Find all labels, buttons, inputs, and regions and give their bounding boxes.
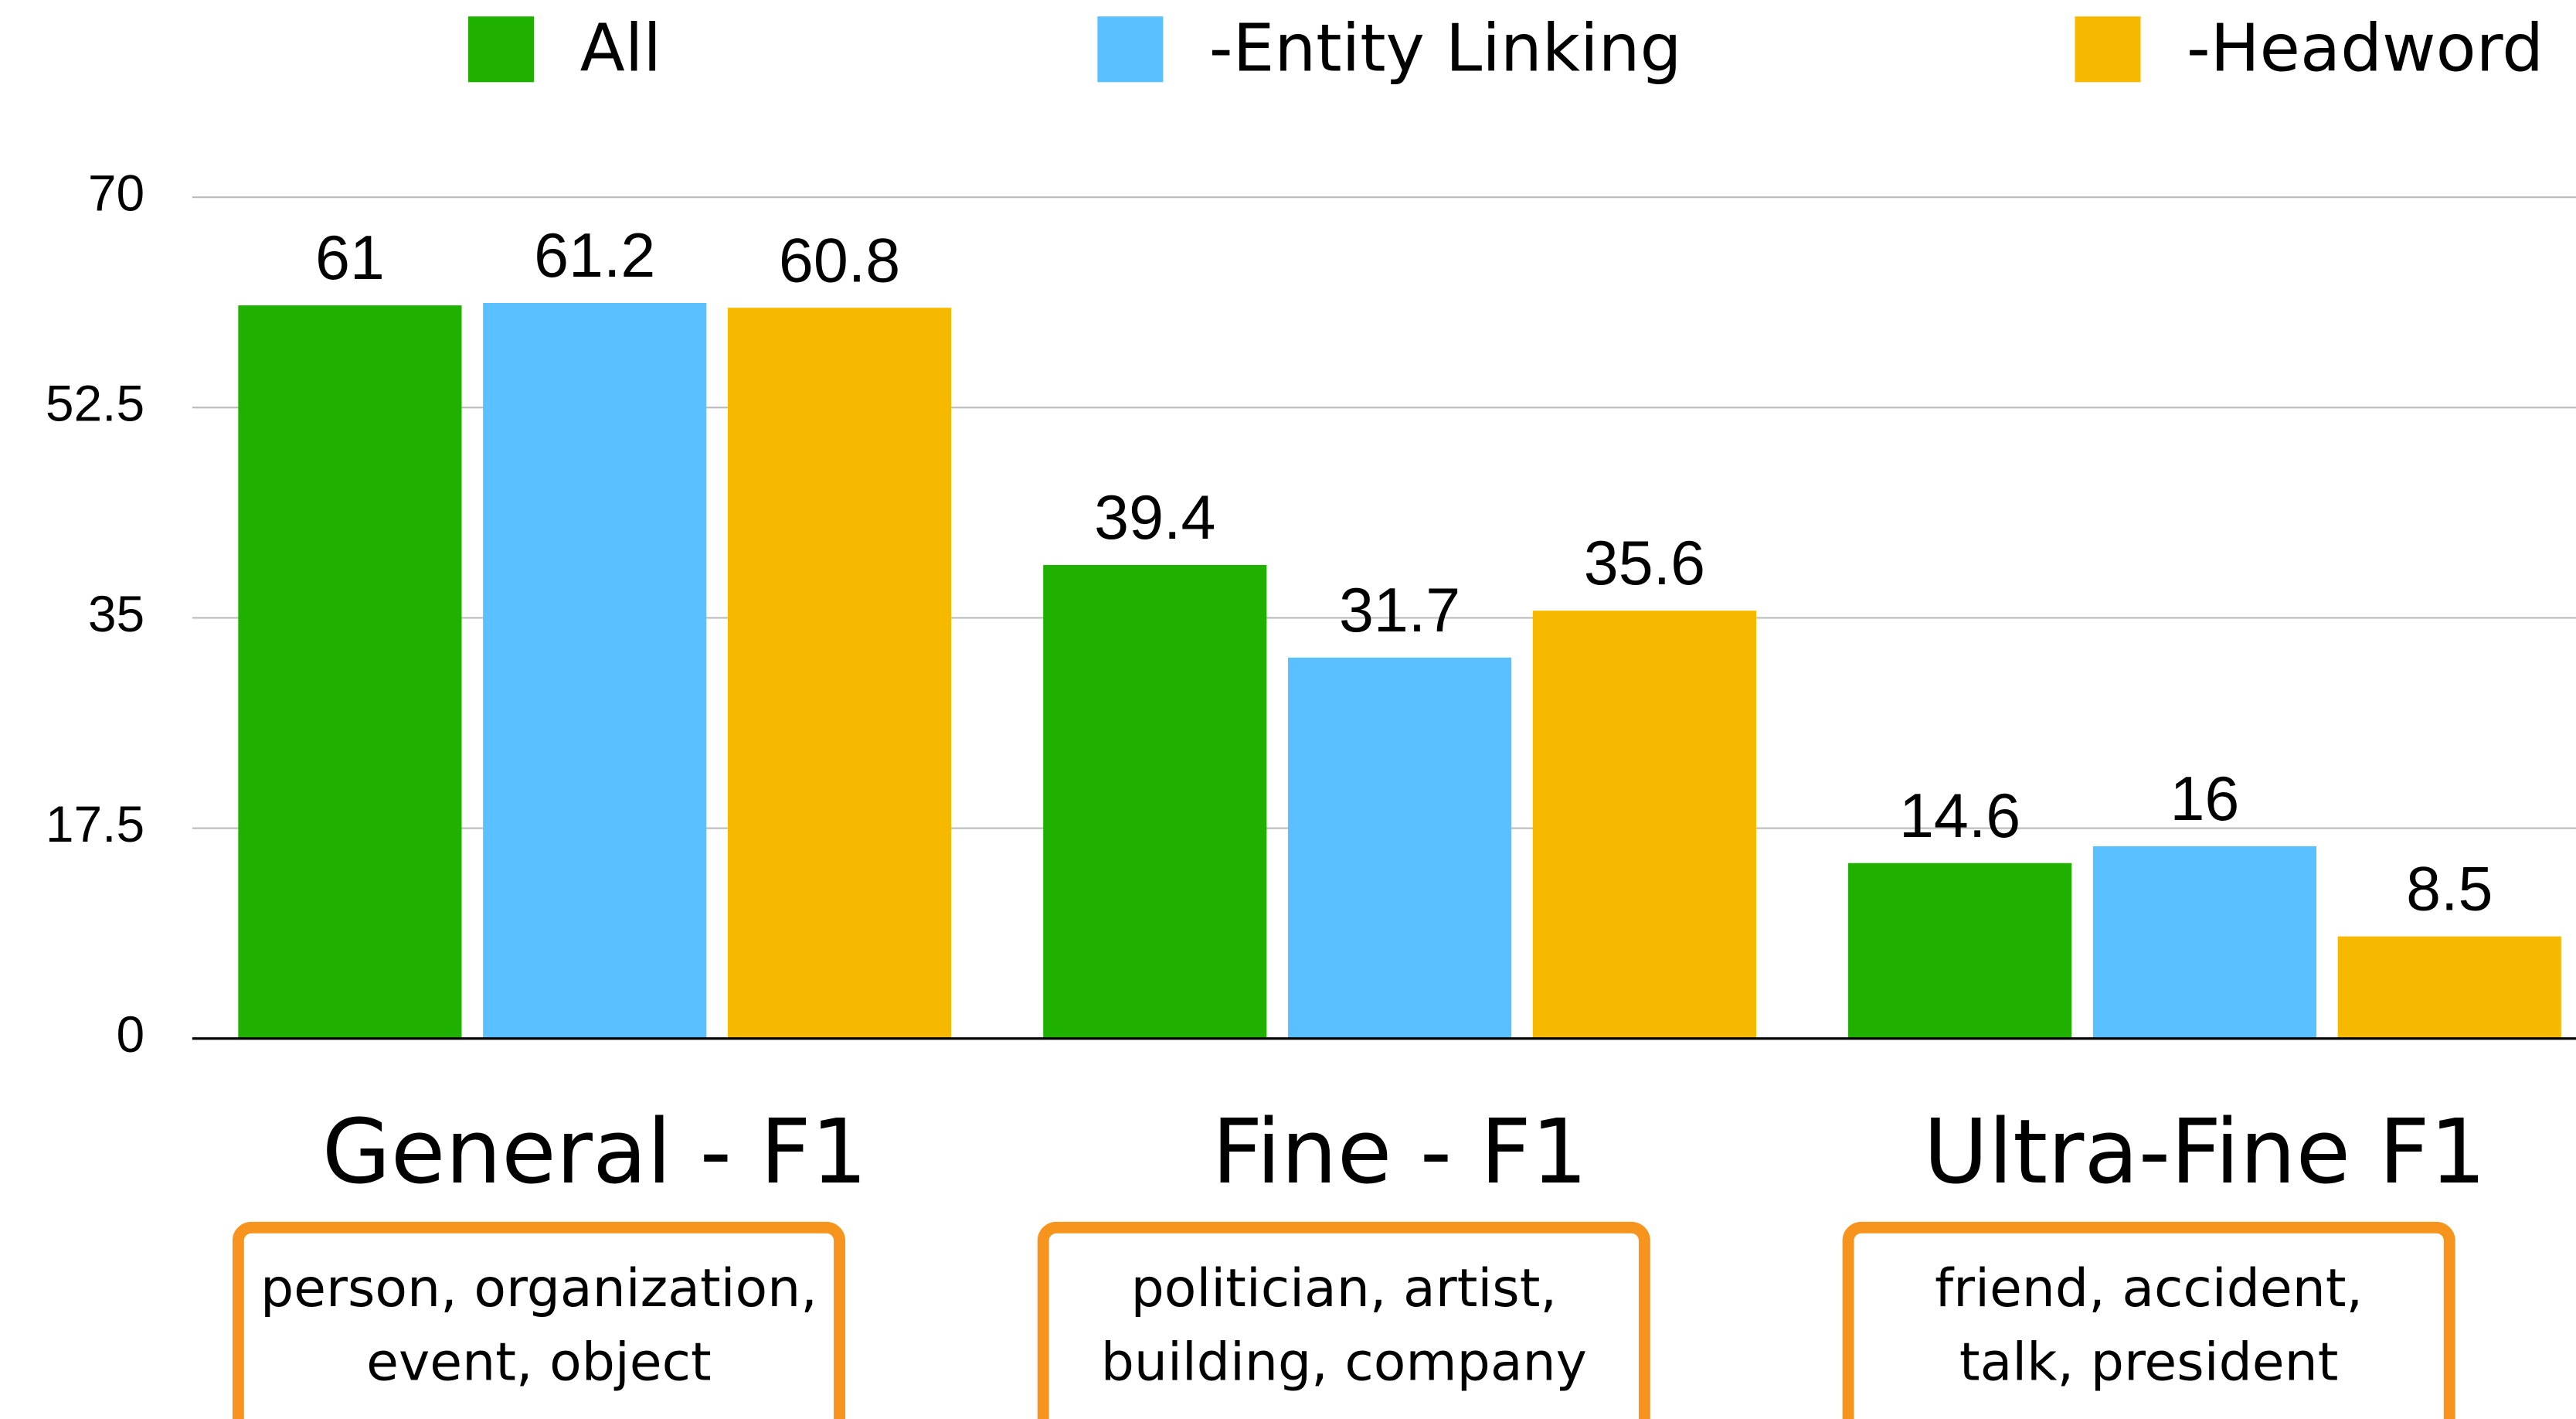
x-tick-label: Ultra-Fine F1 bbox=[1923, 1101, 2486, 1204]
bar bbox=[2092, 846, 2317, 1039]
legend-swatch bbox=[468, 16, 535, 83]
value-label: 31.7 bbox=[1339, 576, 1460, 645]
value-label: 61 bbox=[315, 223, 385, 293]
y-tick-label: 17.5 bbox=[46, 795, 144, 852]
example-box bbox=[232, 1221, 845, 1419]
example-text: building, company bbox=[1101, 1332, 1587, 1393]
x-tick-label: Fine - F1 bbox=[1212, 1101, 1587, 1204]
value-label: 60.8 bbox=[779, 226, 900, 295]
example-text: talk, president bbox=[1959, 1332, 2339, 1393]
value-label: 14.6 bbox=[1899, 781, 2020, 851]
example-text: friend, accident, bbox=[1935, 1258, 2363, 1319]
example-text: person, organization, bbox=[260, 1258, 817, 1319]
legend-label: All bbox=[580, 10, 661, 87]
y-tick-label: 52.5 bbox=[46, 375, 144, 432]
legend-swatch bbox=[2075, 16, 2141, 83]
bar bbox=[1848, 863, 2072, 1039]
legend-swatch bbox=[1097, 16, 1164, 83]
bar bbox=[238, 305, 462, 1039]
bar bbox=[2337, 936, 2561, 1039]
example-box bbox=[1037, 1221, 1650, 1419]
bar bbox=[483, 303, 707, 1039]
example-text: politician, artist, bbox=[1131, 1258, 1557, 1319]
value-label: 61.2 bbox=[534, 221, 655, 291]
value-label: 35.6 bbox=[1584, 529, 1705, 598]
bar bbox=[727, 308, 952, 1039]
legend-label: -Entity Linking bbox=[1209, 10, 1682, 87]
value-label: 39.4 bbox=[1094, 483, 1215, 553]
bar bbox=[1532, 611, 1756, 1039]
bar bbox=[1288, 657, 1512, 1039]
value-label: 8.5 bbox=[2406, 855, 2493, 924]
y-tick-label: 70 bbox=[88, 165, 144, 222]
example-box bbox=[1842, 1221, 2455, 1419]
legend-label: -Headword bbox=[2187, 10, 2544, 87]
y-tick-label: 0 bbox=[116, 1006, 144, 1063]
x-tick-label: General - F1 bbox=[322, 1101, 868, 1204]
example-text: event, object bbox=[366, 1332, 712, 1393]
y-tick-label: 35 bbox=[88, 585, 144, 642]
bar bbox=[1043, 565, 1267, 1039]
value-label: 16 bbox=[2170, 764, 2240, 834]
